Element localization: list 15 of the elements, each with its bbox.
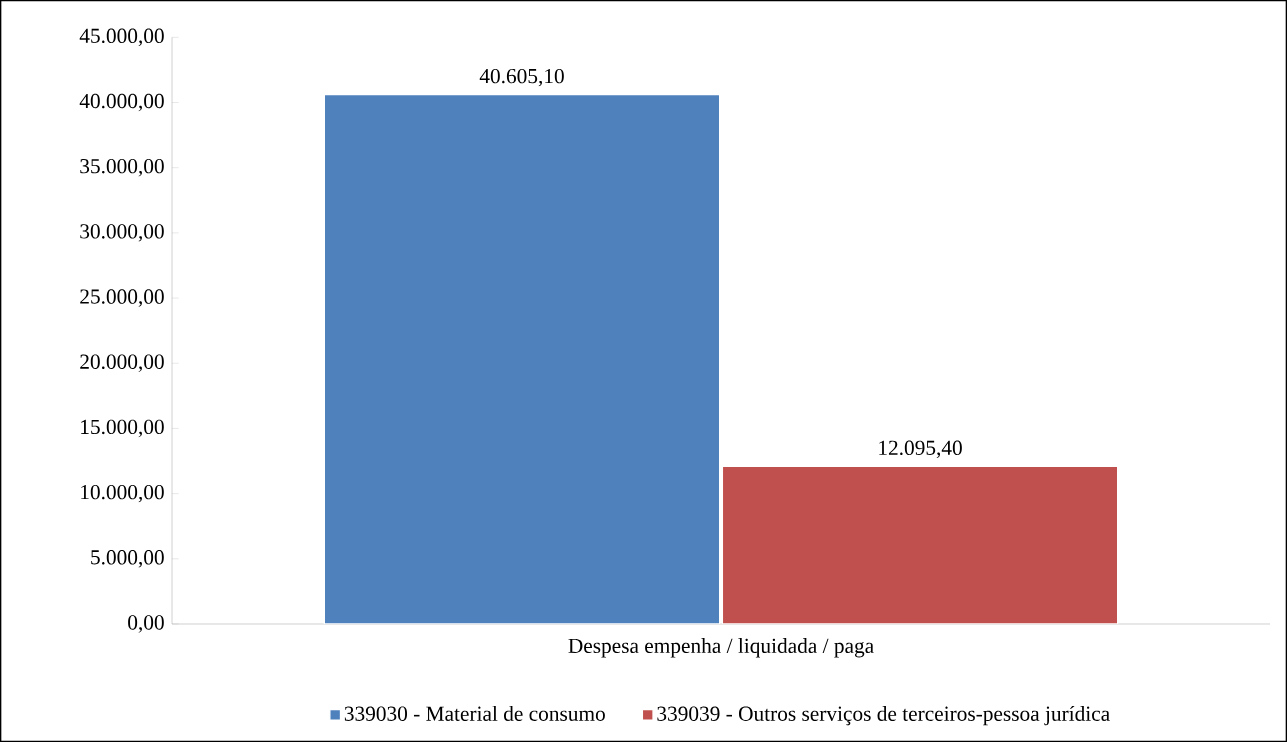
- y-tick-label: 40.000,00: [79, 93, 164, 112]
- y-tick-label: 0,00: [128, 615, 164, 633]
- data-label: 12.095,40: [879, 440, 962, 459]
- legend-label: 339039 - Outros serviços de terceiros-pessoa jurídica: [657, 705, 1110, 726]
- y-tick-label: 35.000,00: [80, 158, 164, 177]
- y-tick-label: 15.000,00: [81, 419, 164, 438]
- data-label: 40.605,10: [479, 68, 564, 87]
- x-tick-label: Despesa empenha / liquidada / paga: [568, 638, 874, 658]
- y-tick-label: 5.000,00: [91, 550, 164, 568]
- y-tick-label: 45.000,00: [79, 28, 164, 47]
- y-tick-label: 25.000,00: [80, 289, 164, 307]
- y-tick-label: 30.000,00: [80, 224, 164, 242]
- legend-label: 339030 - Material de consumo: [344, 705, 605, 721]
- y-tick-label: 20.000,00: [80, 354, 164, 372]
- y-tick-label: 10.000,00: [81, 484, 164, 503]
